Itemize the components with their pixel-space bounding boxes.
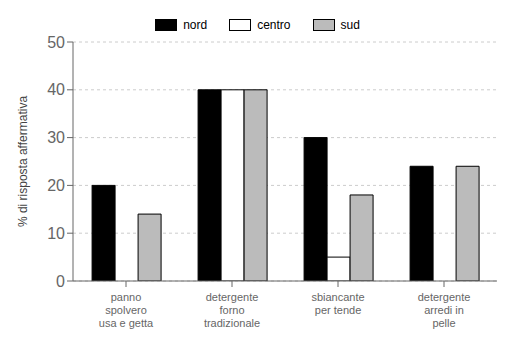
svg-text:20: 20: [47, 177, 65, 194]
svg-text:sbiancanteper tende: sbiancanteper tende: [311, 291, 364, 316]
svg-text:10: 10: [47, 225, 65, 242]
html-text:centro: centro: [257, 18, 291, 32]
svg-text:% di risposta affermativa: % di risposta affermativa: [16, 96, 30, 227]
svg-text:pannospolverousa e getta: pannospolverousa e getta: [99, 291, 154, 329]
svg-text:detergentefornotradizionale: detergentefornotradizionale: [204, 291, 260, 329]
svg-text:0: 0: [56, 273, 65, 290]
svg-text:50: 50: [47, 34, 65, 51]
html-text:nord: nord: [183, 18, 208, 32]
svg-text:30: 30: [47, 129, 65, 146]
svg-text:40: 40: [47, 81, 65, 98]
html-text:sud: sud: [340, 18, 360, 32]
svg-text:detergentearredi inpelle: detergentearredi inpelle: [418, 291, 471, 329]
